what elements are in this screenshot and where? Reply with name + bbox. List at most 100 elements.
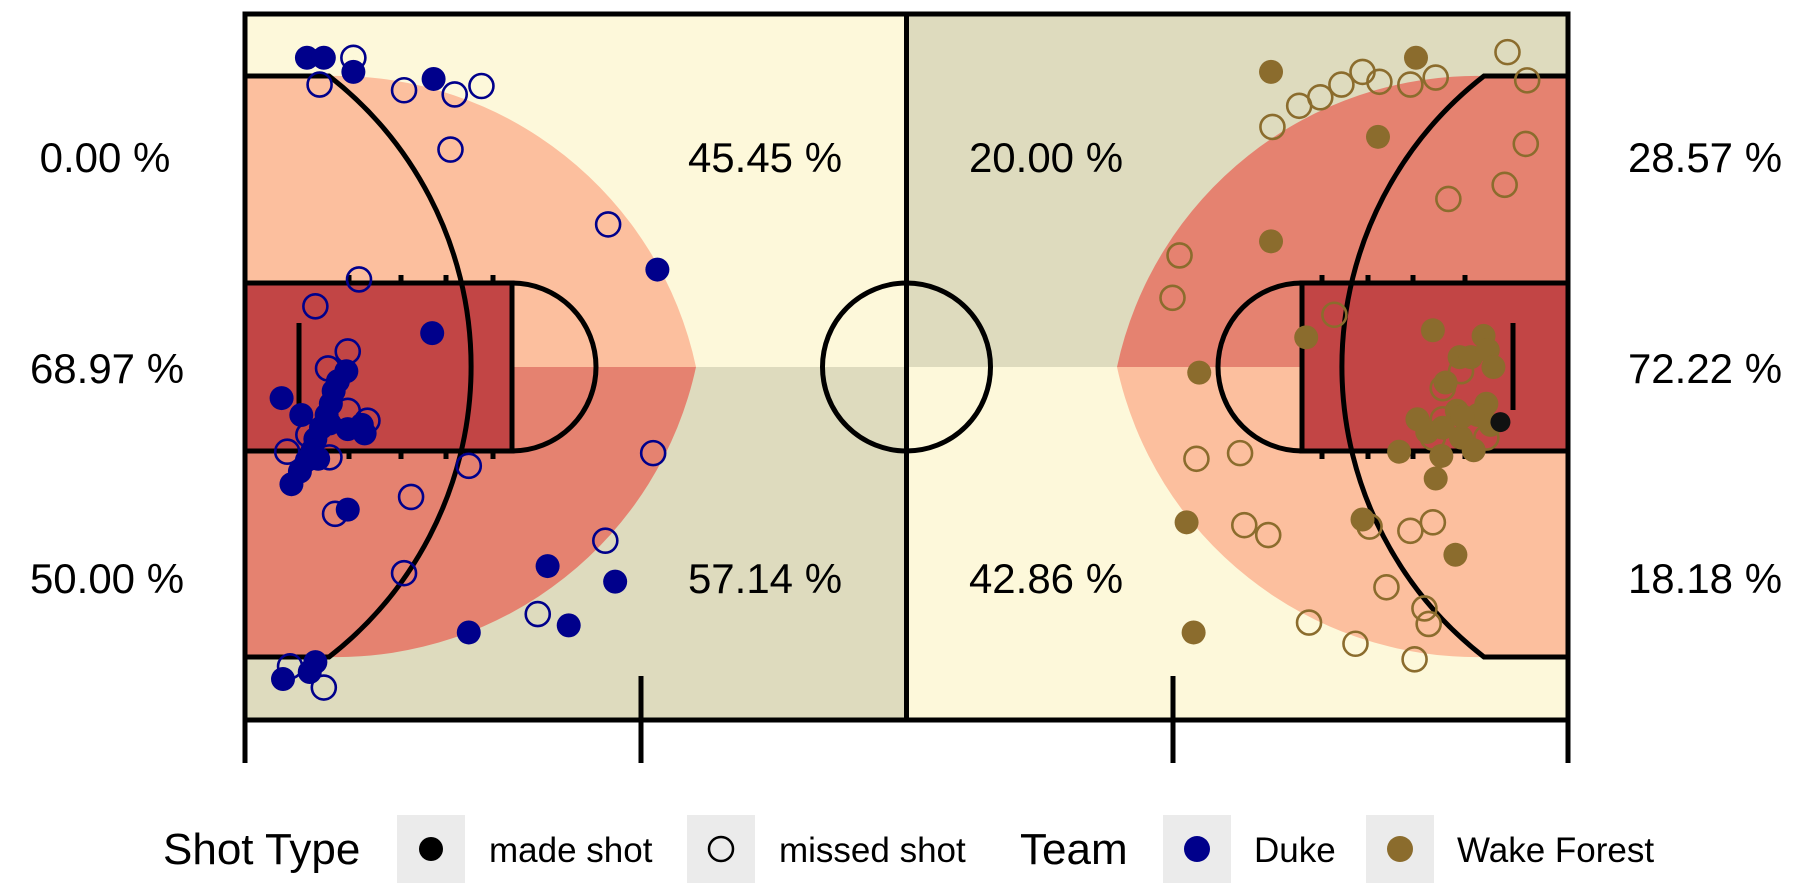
- wake-forest-missed-shot: [1342, 630, 1369, 658]
- zone-percentage-label: 42.86 %: [969, 555, 1123, 602]
- wake-forest-missed-shot: [1321, 301, 1348, 329]
- zone-percentage-label: 18.18 %: [1628, 555, 1782, 602]
- zone-percentage-labels: 0.00 % 68.97 % 50.00 % 45.45 % 57.14 % 20.00 …: [30, 134, 1782, 602]
- legend-made-marker: [419, 837, 443, 861]
- duke-missed-shot: [639, 439, 667, 467]
- duke-made-shot: [289, 403, 314, 428]
- wake-forest-missed-shot: [1411, 595, 1438, 622]
- wake-forest-missed-shot: [1419, 509, 1447, 536]
- duke-made-shot: [603, 569, 628, 594]
- wake-forest-made-shot: [1259, 229, 1284, 254]
- legend-duke-label: Duke: [1254, 831, 1336, 870]
- wake-forest-missed-shot: [1513, 67, 1541, 94]
- duke-missed-shot: [397, 483, 425, 511]
- duke-made-shot: [421, 66, 446, 91]
- zone-percentage-label: 72.22 %: [1628, 345, 1782, 392]
- wake-forest-made-shot: [1420, 318, 1445, 343]
- wake-forest-missed-shot: [1415, 610, 1442, 638]
- duke-made-shot: [420, 321, 445, 346]
- legend-shot-type-title: Shot Type: [163, 825, 360, 874]
- wake-forest-missed-shot: [1285, 92, 1313, 120]
- duke-missed-shot: [390, 559, 418, 587]
- zone-percentage-label: 50.00 %: [30, 555, 184, 602]
- duke-missed-shot: [306, 71, 333, 98]
- left-key: [245, 280, 515, 454]
- wake-forest-made-shot: [1350, 507, 1375, 532]
- wake-forest-made-shot: [1429, 443, 1454, 468]
- wake-forest-made-shot: [1450, 404, 1475, 429]
- duke-made-shot: [456, 620, 481, 645]
- zone-percentage-label: 20.00 %: [969, 134, 1123, 181]
- wake-forest-missed-shot: [1259, 113, 1286, 141]
- duke-made-shot: [279, 472, 304, 497]
- wake-forest-made-shot: [1461, 438, 1486, 463]
- legend-wake-forest-label: Wake Forest: [1457, 831, 1654, 870]
- wake-forest-missed-shot: [1328, 71, 1355, 98]
- duke-made-shot: [297, 659, 322, 684]
- wake-forest-missed-shot: [1491, 171, 1518, 199]
- legend-made-label: made shot: [489, 831, 653, 870]
- left-free-throw-arc: [511, 280, 599, 454]
- wake-forest-made-shot: [1294, 325, 1319, 350]
- wake-forest-missed-shot: [1226, 439, 1254, 467]
- wake-forest-missed-shot: [1494, 38, 1521, 66]
- duke-made-shot: [645, 257, 670, 282]
- duke-missed-shot: [345, 266, 373, 293]
- duke-made-shot: [352, 421, 377, 446]
- zone-percentage-label: 28.57 %: [1628, 134, 1782, 181]
- wake-forest-made-shot: [1430, 415, 1455, 440]
- wake-forest-made-shot: [1481, 355, 1506, 379]
- legend-missed-label: missed shot: [779, 831, 966, 870]
- duke-missed-shot: [468, 72, 495, 100]
- duke-missed-shot: [455, 452, 483, 480]
- legend-duke-marker: [1184, 836, 1210, 862]
- wake-forest-missed-shot: [1373, 573, 1400, 601]
- duke-made-shot: [317, 411, 342, 436]
- legend-missed-marker: [707, 835, 735, 863]
- duke-made-shot: [556, 613, 581, 638]
- wake-forest-made-shot: [1187, 360, 1212, 385]
- left-three-point-line: [245, 73, 474, 660]
- right-free-throw-arc: [1215, 280, 1303, 454]
- duke-made-shot: [269, 386, 294, 411]
- wake-forest-missed-shot: [1397, 71, 1424, 98]
- duke-missed-shot: [441, 81, 469, 108]
- wake-forest-missed-shot: [1422, 64, 1449, 91]
- wake-forest-missed-shot: [1230, 511, 1258, 539]
- duke-made-shot: [271, 667, 296, 692]
- wake-forest-made-shot: [1365, 124, 1390, 149]
- wake-forest-missed-shot: [1397, 517, 1424, 545]
- duke-made-shot: [294, 45, 319, 70]
- wake-forest-made-shot: [1443, 542, 1468, 567]
- shot-points: [269, 38, 1541, 701]
- made-shot-marker: [1490, 412, 1511, 433]
- wake-forest-made-shot: [1405, 407, 1430, 432]
- wake-forest-missed-shot: [1166, 242, 1193, 269]
- wake-forest-missed-shot: [1512, 130, 1540, 158]
- wake-forest-missed-shot: [1295, 609, 1323, 636]
- wake-forest-made-shot: [1403, 45, 1428, 70]
- legend-team-title: Team: [1020, 825, 1128, 874]
- legend: Shot Type made shot missed shot Team Duk…: [163, 815, 1654, 883]
- wake-forest-made-shot: [1181, 620, 1206, 645]
- zone-left-ft-upper: [512, 283, 596, 367]
- wake-forest-missed-shot: [1183, 445, 1210, 473]
- legend-key-missed-bg: [687, 815, 755, 883]
- zone-percentage-label: 0.00 %: [40, 134, 171, 181]
- duke-made-shot: [341, 59, 366, 84]
- wake-forest-made-shot: [1433, 370, 1458, 395]
- duke-made-shot: [306, 446, 331, 471]
- wake-forest-made-shot: [1174, 510, 1199, 535]
- duke-made-shot: [311, 45, 336, 70]
- wake-forest-made-shot: [1387, 439, 1412, 464]
- zone-left-ft-lower: [512, 367, 596, 451]
- right-three-point-line: [1339, 73, 1568, 660]
- zone-right-ft-upper: [1218, 283, 1302, 367]
- duke-made-shot: [535, 554, 560, 579]
- duke-missed-shot: [592, 527, 619, 554]
- wake-forest-missed-shot: [1159, 284, 1186, 312]
- duke-made-shot: [335, 497, 360, 522]
- zone-right-ft-lower: [1218, 367, 1302, 451]
